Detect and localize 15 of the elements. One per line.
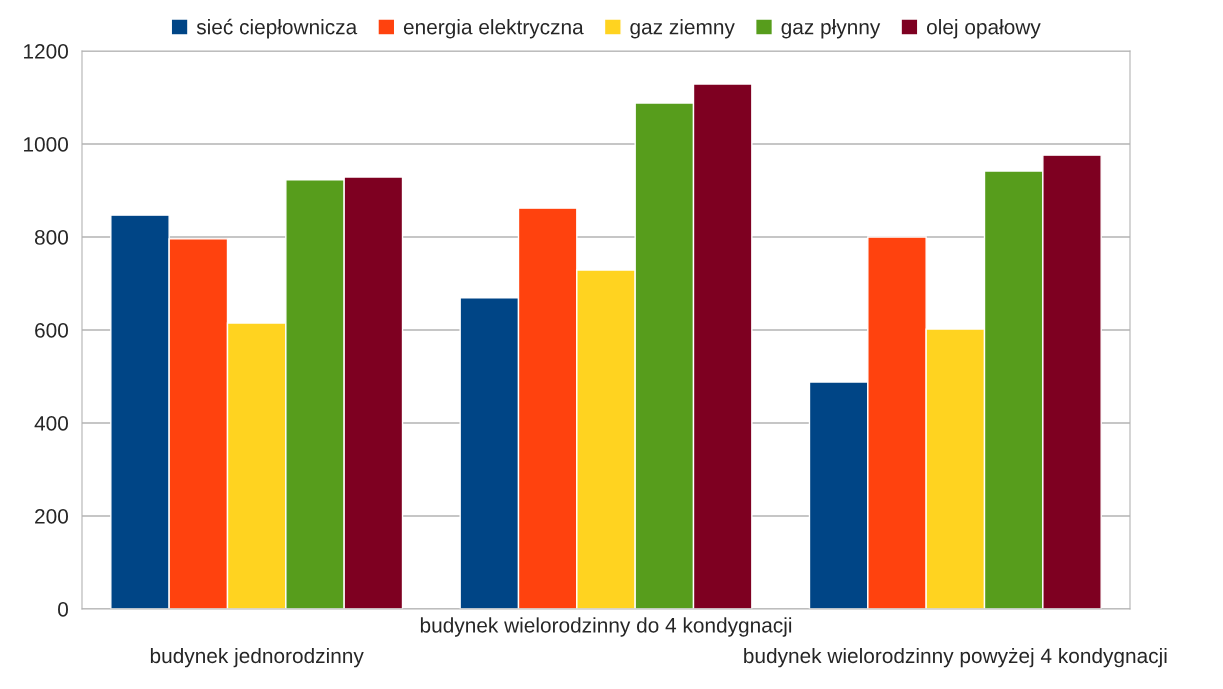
x-tick-label: budynek wielorodzinny do 4 kondygnacji — [420, 617, 792, 637]
y-tick-label: 1200 — [24, 44, 68, 59]
y-tick-label: 400 — [34, 416, 68, 431]
y-tick-label: 200 — [35, 509, 68, 524]
legend-label: gaz ziemny — [630, 19, 735, 39]
legend-label: sieć ciepłownicza — [196, 18, 358, 39]
x-tick-label: budynek wielorodzinny powyżej 4 kondygnacji — [744, 647, 1167, 668]
y-tick-label: 600 — [35, 323, 68, 338]
y-tick-label: 800 — [34, 230, 68, 245]
x-tick-label: budynek jednorodzinny — [150, 647, 364, 668]
y-tick-label: 0 — [58, 602, 68, 617]
legend-label: energia elektryczna — [403, 19, 584, 39]
y-tick-label: 1000 — [24, 137, 68, 152]
legend-label: gaz płynny — [781, 19, 881, 39]
legend-label: olej opałowy — [926, 19, 1041, 39]
